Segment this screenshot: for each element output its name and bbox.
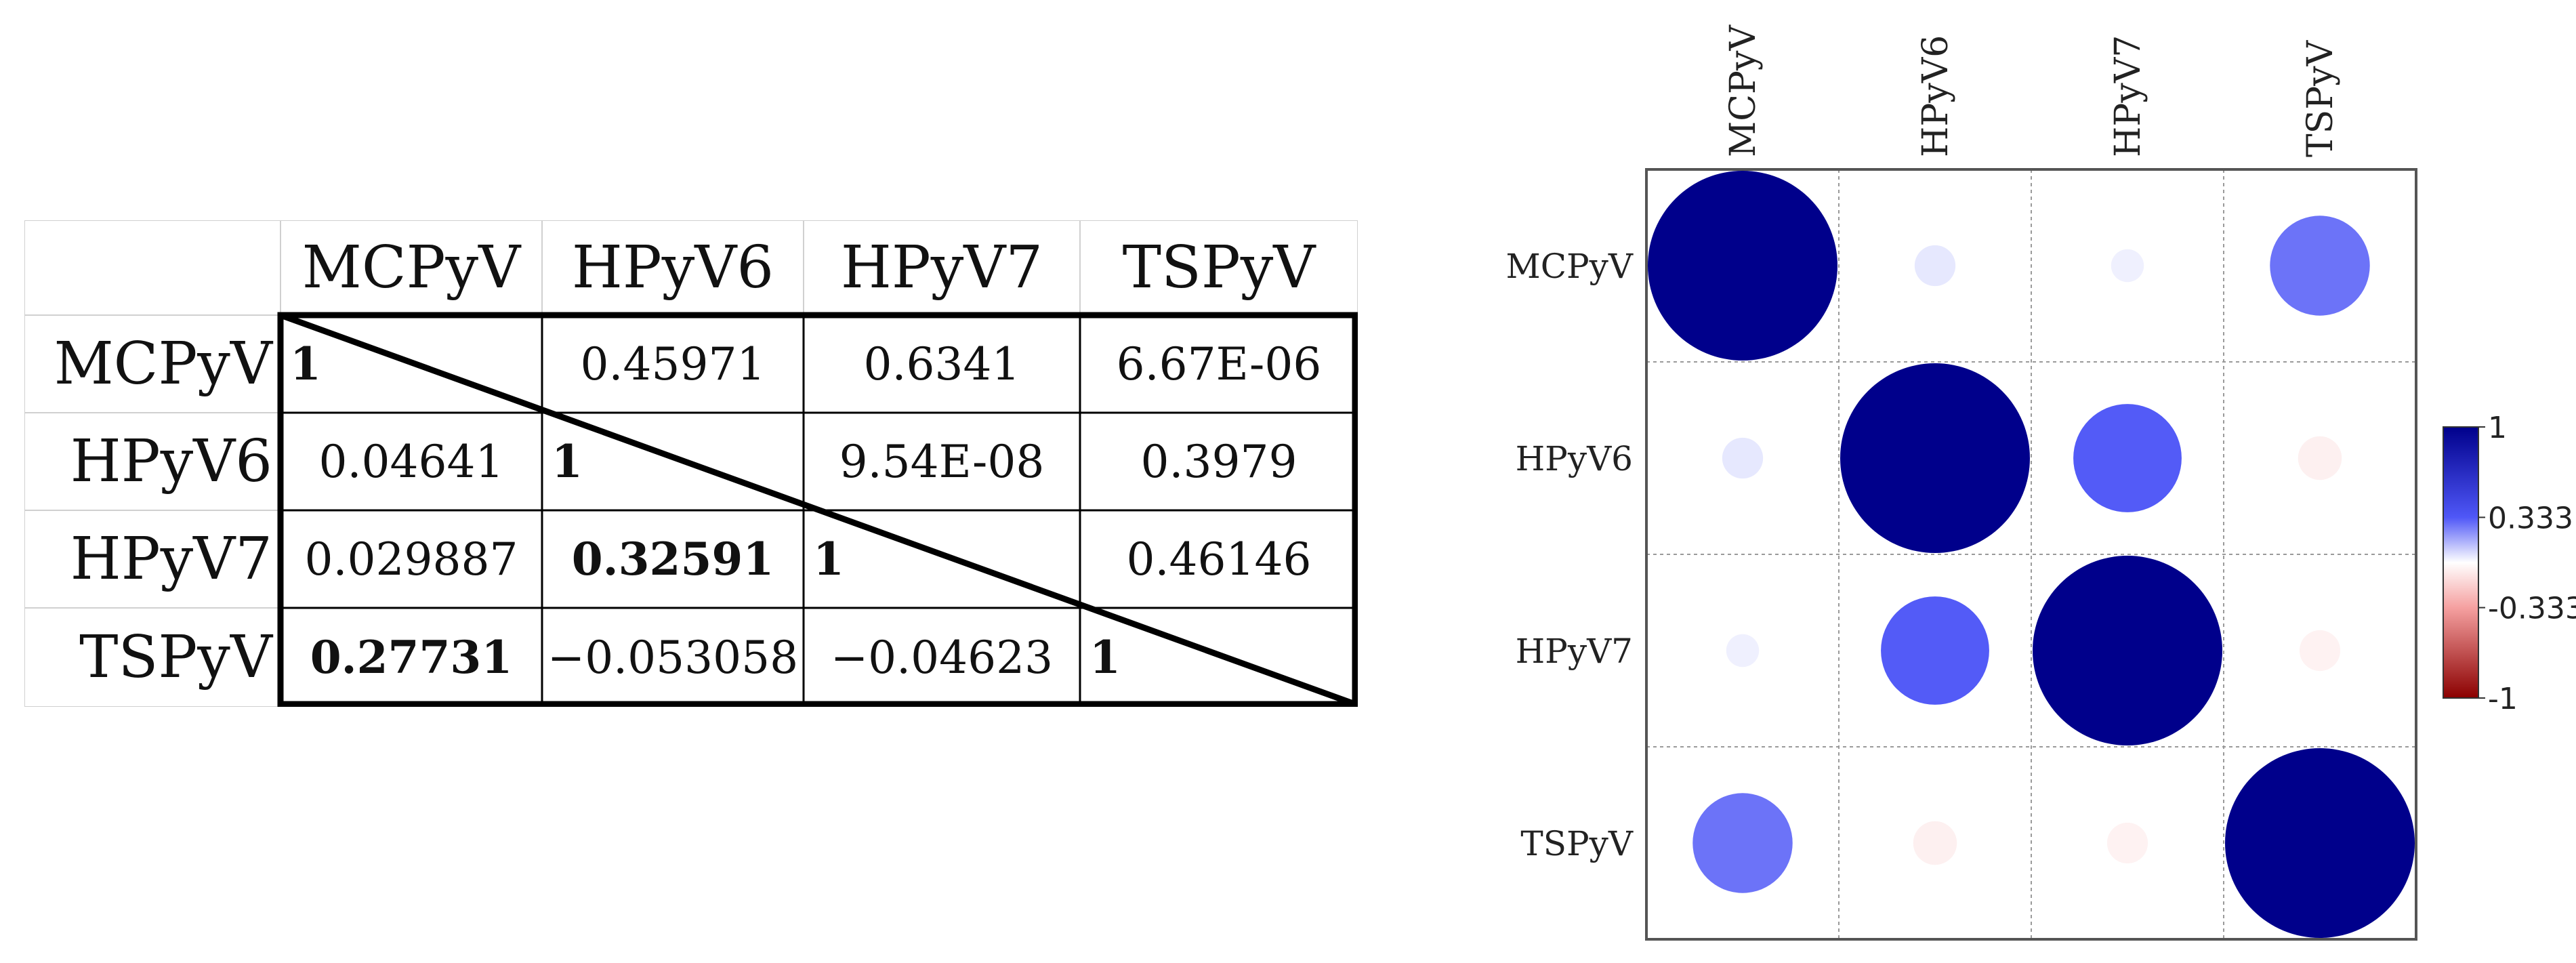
column-label: HPyV7 [2108,35,2148,157]
row-header: HPyV6 [70,428,272,495]
diagonal-cell: 1 [1089,631,1121,684]
legend-tick-label: 1 [2488,411,2507,445]
legend-tick-label: -0.333 [2488,592,2576,626]
row-label: HPyV7 [1516,632,1633,671]
correlation-circle [2270,216,2370,316]
table-cell: 0.04641 [318,435,504,488]
correlation-circle [2111,249,2144,283]
column-header: HPyV6 [571,234,774,302]
correlation-circle [1726,634,1760,668]
correlation-circle [2106,822,2148,864]
table-cell: 0.27731 [310,631,513,684]
row-label: TSPyV [1520,824,1633,863]
correlation-circle [1648,171,1837,361]
table-cell: 0.3979 [1140,435,1297,488]
correlation-table: MCPyV HPyV6 HPyV7 TSPyV MCPyV 1 0.45971 0.6341 6… [24,220,1358,707]
diagonal-line [279,312,1356,707]
correlation-circle [1840,363,2030,553]
correlation-circle [2073,404,2182,512]
correlation-circle [2225,748,2415,938]
table-cell: 0.45971 [580,337,766,390]
table-cell: 9.54E-08 [839,435,1045,488]
legend-colorbar [2443,426,2479,699]
correlation-circle [2033,556,2222,745]
table-cell: −0.053058 [547,631,799,684]
column-label: TSPyV [2300,39,2341,157]
row-label: MCPyV [1506,247,1634,286]
table-cell: −0.04623 [830,631,1054,684]
plot-border [1645,168,2417,941]
table-cell: 6.67E-06 [1116,337,1322,390]
correlation-circle [2298,436,2342,480]
table-grid [24,220,1358,707]
column-header: MCPyV [302,234,521,302]
legend-tick-label: 0.333 [2488,501,2573,535]
column-label: HPyV6 [1915,35,1956,157]
row-label: HPyV6 [1516,439,1633,478]
correlation-circle [1913,821,1957,865]
column-header: TSPyV [1122,234,1316,302]
correlogram: MCPyV HPyV6 HPyV7 TSPyV MCPyV HPyV6 HPyV7 TSPyV… [1506,24,2576,941]
column-label: MCPyV [1723,24,1764,157]
row-header: HPyV7 [70,525,272,593]
table-cell: 0.6341 [863,337,1020,390]
diagonal-cell: 1 [290,337,321,390]
row-header: TSPyV [79,623,272,691]
table-cell: 0.32591 [571,533,774,586]
correlation-circle [1692,793,1793,893]
correlation-circle [1722,437,1764,479]
diagonal-cell: 1 [552,435,583,488]
row-header: MCPyV [54,330,272,398]
correlation-circle [1914,245,1956,287]
diagonal-cell: 1 [813,533,844,586]
table-cell: 0.46146 [1126,533,1312,586]
column-header: HPyV7 [840,234,1043,302]
legend-tick-label: -1 [2488,682,2518,716]
table-cell: 0.029887 [304,533,518,586]
correlation-circle [2299,630,2341,672]
correlation-circle [1881,596,1989,705]
data-region-border [277,312,1358,707]
